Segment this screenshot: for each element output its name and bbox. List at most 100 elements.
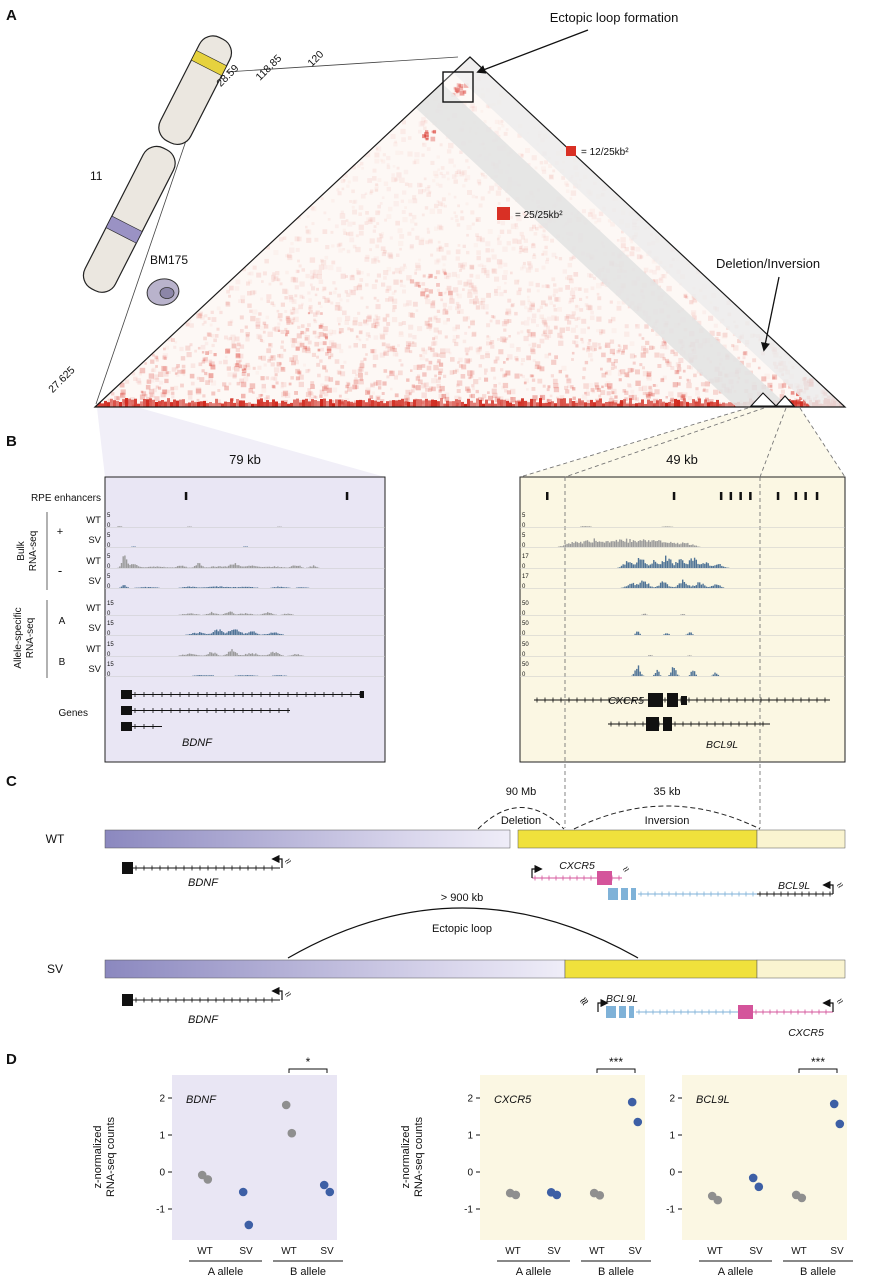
track-scale-max: 5: [107, 513, 111, 519]
minus-strand-label: -: [58, 563, 62, 578]
allele-group-label: A allele: [208, 1266, 243, 1278]
squiggle-cxcr5-sv: ≈: [834, 995, 846, 1008]
y-axis-label-1-line2: RNA-seq counts: [105, 1116, 117, 1197]
y-tick-label: 1: [669, 1131, 675, 1142]
cell-nucleus: [159, 287, 175, 299]
wt-gene-label-bdnf: BDNF: [188, 877, 219, 889]
sv-box-2: [774, 395, 796, 407]
track-scale-zero: 0: [522, 611, 526, 617]
squiggle-bcl9l-wt: ≈: [834, 879, 846, 892]
data-point: [203, 1175, 213, 1184]
panel-a-label: A: [6, 7, 17, 24]
squiggle-bdnf-sv: ≈: [282, 988, 294, 1001]
coord-27-625: 27.625: [46, 364, 77, 395]
ectopic-loop-arrow: [476, 29, 589, 74]
track-scale-max: 15: [107, 601, 114, 607]
data-point: [713, 1195, 723, 1205]
data-point: [754, 1182, 764, 1192]
row-label-wt: WT: [86, 515, 101, 526]
track-scale-max: 17: [522, 574, 529, 580]
data-point: [511, 1190, 521, 1200]
y-tick-label: 1: [159, 1131, 165, 1142]
y-tick-label: 0: [669, 1168, 675, 1179]
wt-row-label: WT: [46, 832, 65, 846]
track-scale-zero: 0: [522, 652, 526, 658]
chromosome-ideogram: [82, 35, 233, 293]
data-point: [633, 1117, 643, 1127]
significance-bracket: [288, 1068, 328, 1073]
sv-gene-label-bcl9l: BCL9L: [606, 993, 638, 1005]
allele-specific-label-line2: RNA-seq: [25, 618, 36, 659]
track-scale-zero: 0: [522, 543, 526, 549]
zoom-line-top: [225, 56, 459, 73]
allele-group-label: B allele: [290, 1266, 326, 1278]
wt-gene-label-bcl9l: BCL9L: [778, 880, 810, 892]
gene-label-bcl9l: BCL9L: [706, 739, 738, 751]
allele-a-label: A: [59, 616, 66, 627]
sv-inverted-segment: [564, 959, 758, 979]
enhancer-mark: [776, 492, 780, 500]
chromosome-p-arm: [158, 35, 233, 145]
data-point: [829, 1099, 839, 1109]
enhancer-mark: [184, 492, 188, 500]
y-tick-label: -1: [156, 1205, 165, 1216]
track-scale-zero: 0: [522, 672, 526, 678]
chromosome-number: 11: [90, 169, 103, 183]
dot-plots: 2 1 0 -1 BDNF WT SV A allele WT SV B allele * 2 1 0 -1 C…: [156, 1055, 853, 1278]
track-scale-zero: 0: [107, 631, 111, 637]
track-scale-max: 50: [522, 662, 529, 668]
x-category-label: SV: [239, 1246, 253, 1257]
track-scale-max: 5: [107, 574, 111, 580]
loop-word-label: Ectopic loop: [432, 923, 492, 935]
sv-distal-segment: [756, 959, 846, 979]
plot-background: [172, 1075, 337, 1240]
panel-b-label: B: [6, 433, 17, 450]
chromosome-yellow-band: [190, 49, 228, 77]
genes-row-label: Genes: [59, 708, 88, 719]
track-scale-max: 5: [107, 554, 111, 560]
gene-label-cxcr5: CXCR5: [608, 695, 644, 707]
data-point: [627, 1097, 637, 1107]
enhancer-mark: [672, 492, 676, 500]
plot-gene-title: BCL9L: [696, 1094, 730, 1106]
track-scale-zero: 0: [107, 584, 111, 590]
track-scale-zero: 0: [107, 543, 111, 549]
inversion-arc: [573, 805, 761, 830]
data-point: [238, 1187, 248, 1197]
deletion-word-label: Deletion: [501, 815, 541, 827]
data-point: [325, 1187, 335, 1197]
y-axis-label-2-line2: RNA-seq counts: [413, 1116, 425, 1197]
panel-c-label: C: [6, 773, 17, 790]
gene-models-schematic: [122, 862, 833, 1019]
track-scale-zero: 0: [522, 564, 526, 570]
track-scale-max: 5: [107, 533, 111, 539]
track-scale-zero: 0: [107, 672, 111, 678]
plot-background: [480, 1075, 645, 1240]
enhancer-mark: [749, 492, 752, 500]
data-point: [835, 1119, 845, 1129]
wt-gene-label-cxcr5: CXCR5: [559, 860, 595, 872]
enhancer-mark: [804, 492, 807, 500]
plot-background: [682, 1075, 847, 1240]
allele-group-label: A allele: [718, 1266, 753, 1278]
x-category-label: WT: [505, 1246, 521, 1257]
y-tick-label: 1: [467, 1131, 473, 1142]
row-label-wt: WT: [86, 603, 101, 614]
legend-square-large: [497, 207, 510, 220]
track-scale-max: 5: [522, 533, 526, 539]
allele-b-label: B: [59, 657, 66, 668]
sv-gene-label-cxcr5: CXCR5: [788, 1027, 824, 1039]
coord-118-85: 118.85: [254, 52, 285, 83]
data-point: [281, 1100, 291, 1110]
x-category-label: SV: [830, 1246, 844, 1257]
y-tick-label: 0: [159, 1168, 165, 1179]
gene-label-bdnf: BDNF: [182, 737, 213, 749]
panel-b: B 79 kb 49 kb RPE enhancers Bulk RNA-seq…: [6, 407, 846, 828]
track-row-labels: WT SV WT SV WT SV WT SV: [86, 515, 101, 675]
y-axis-label-2-line1: z-normalized: [400, 1126, 412, 1189]
track-scale-max: 15: [107, 662, 114, 668]
cell-drawing: [146, 278, 180, 306]
enhancer-mark: [345, 492, 349, 500]
